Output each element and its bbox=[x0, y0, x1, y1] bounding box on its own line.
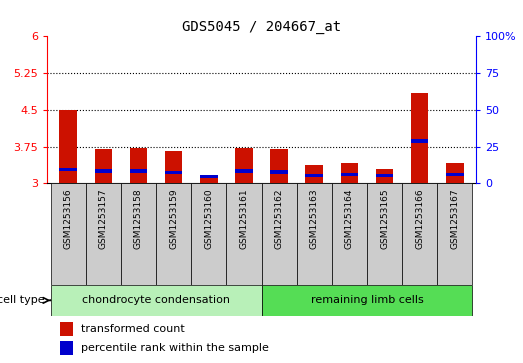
Bar bbox=[165, 171, 183, 175]
Text: percentile rank within the sample: percentile rank within the sample bbox=[82, 343, 269, 353]
Bar bbox=[446, 163, 463, 183]
Bar bbox=[51, 183, 86, 285]
Text: remaining limb cells: remaining limb cells bbox=[311, 295, 423, 305]
Bar bbox=[446, 172, 463, 176]
Bar bbox=[367, 183, 402, 285]
Bar bbox=[305, 174, 323, 178]
Bar bbox=[270, 170, 288, 174]
Bar bbox=[51, 285, 262, 316]
Bar bbox=[235, 148, 253, 183]
Bar bbox=[200, 175, 218, 178]
Text: chondrocyte condensation: chondrocyte condensation bbox=[82, 295, 230, 305]
Bar bbox=[332, 183, 367, 285]
Text: GSM1253166: GSM1253166 bbox=[415, 188, 424, 249]
Bar bbox=[200, 176, 218, 183]
Text: GSM1253167: GSM1253167 bbox=[450, 188, 459, 249]
Text: GSM1253159: GSM1253159 bbox=[169, 188, 178, 249]
Bar bbox=[165, 151, 183, 183]
Bar bbox=[437, 183, 472, 285]
Bar bbox=[262, 285, 472, 316]
Bar bbox=[95, 169, 112, 172]
Bar bbox=[235, 169, 253, 172]
Bar bbox=[156, 183, 191, 285]
Text: GSM1253165: GSM1253165 bbox=[380, 188, 389, 249]
Bar bbox=[121, 183, 156, 285]
Bar bbox=[340, 163, 358, 183]
Bar bbox=[411, 139, 428, 143]
Text: GSM1253161: GSM1253161 bbox=[240, 188, 248, 249]
Bar bbox=[226, 183, 262, 285]
Bar bbox=[376, 168, 393, 183]
Bar bbox=[86, 183, 121, 285]
Bar bbox=[411, 93, 428, 183]
Title: GDS5045 / 204667_at: GDS5045 / 204667_at bbox=[182, 20, 341, 34]
Text: transformed count: transformed count bbox=[82, 324, 185, 334]
Text: GSM1253158: GSM1253158 bbox=[134, 188, 143, 249]
Bar bbox=[305, 165, 323, 183]
Text: GSM1253164: GSM1253164 bbox=[345, 188, 354, 249]
Bar bbox=[340, 172, 358, 176]
Text: GSM1253162: GSM1253162 bbox=[275, 188, 283, 249]
Text: cell type: cell type bbox=[0, 295, 44, 305]
Bar bbox=[402, 183, 437, 285]
Text: GSM1253160: GSM1253160 bbox=[204, 188, 213, 249]
Bar bbox=[270, 149, 288, 183]
Bar bbox=[95, 149, 112, 183]
Text: GSM1253163: GSM1253163 bbox=[310, 188, 319, 249]
Bar bbox=[60, 322, 73, 336]
Bar bbox=[191, 183, 226, 285]
Bar bbox=[130, 169, 147, 172]
Bar bbox=[60, 110, 77, 183]
Bar bbox=[262, 183, 297, 285]
Text: GSM1253157: GSM1253157 bbox=[99, 188, 108, 249]
Bar bbox=[297, 183, 332, 285]
Bar bbox=[60, 341, 73, 355]
Text: GSM1253156: GSM1253156 bbox=[64, 188, 73, 249]
Bar bbox=[130, 147, 147, 183]
Bar bbox=[60, 168, 77, 171]
Bar bbox=[376, 174, 393, 178]
